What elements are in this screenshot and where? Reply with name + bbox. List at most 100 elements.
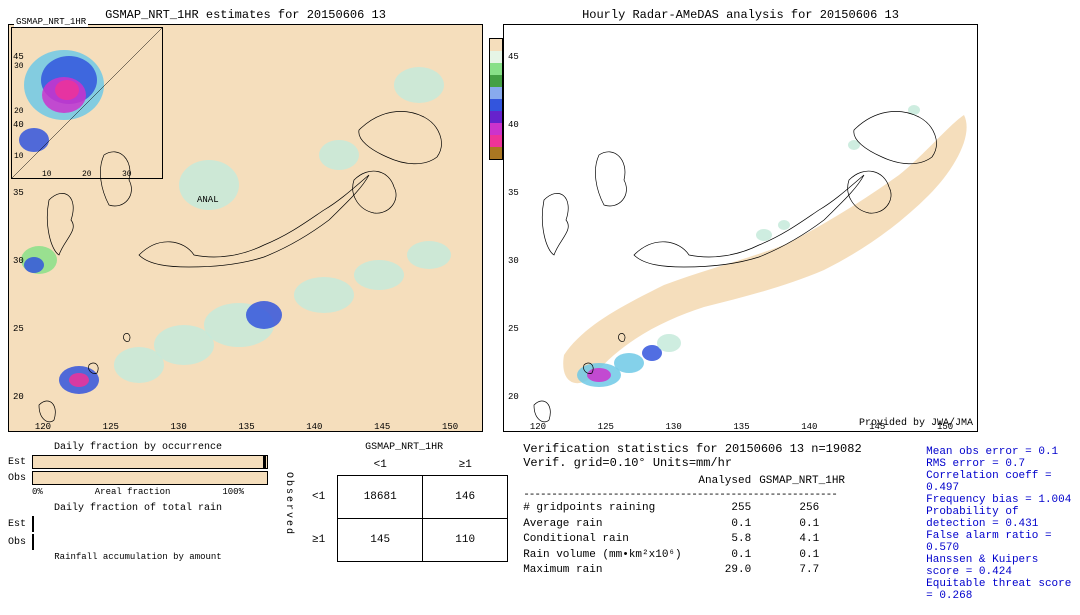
map2-panel: Hourly Radar-AMeDAS analysis for 2015060… (503, 8, 978, 432)
map2-title: Hourly Radar-AMeDAS analysis for 2015060… (503, 8, 978, 22)
legend-swatch (490, 99, 503, 111)
maps-row: GSMAP_NRT_1HR estimates for 20150606 13 … (8, 8, 1072, 432)
svg-text:20: 20 (14, 107, 24, 116)
est-label: Est (8, 457, 28, 468)
stats-row-label: Conditional rain (523, 532, 683, 547)
map2-provided: Provided by JWA/JMA (859, 418, 973, 429)
svg-text:125: 125 (598, 422, 614, 432)
stats-panel: Verification statistics for 20150606 13 … (523, 442, 1072, 602)
stats-left: Verification statistics for 20150606 13 … (523, 442, 906, 602)
bottom-row: Daily fraction by occurrence Est Obs 0% … (8, 442, 1072, 602)
legend-swatch (490, 135, 503, 147)
stats-row-label: Maximum rain (523, 563, 683, 578)
stats-col-header: GSMAP_NRT_1HR (759, 474, 819, 489)
svg-text:120: 120 (35, 422, 51, 432)
svg-text:45: 45 (508, 52, 519, 62)
frac-occur-title: Daily fraction by occurrence (8, 442, 268, 453)
svg-text:40: 40 (508, 120, 519, 130)
stats-col-header: Analysed (691, 474, 751, 489)
obs-label: Obs (8, 473, 28, 484)
svg-text:135: 135 (733, 422, 749, 432)
svg-text:25: 25 (13, 324, 24, 334)
stats-val: 5.8 (691, 532, 751, 547)
stats-rows: Analysed GSMAP_NRT_1HR-------------------… (523, 474, 906, 578)
svg-text:10: 10 (14, 152, 24, 161)
stats-row-label: Average rain (523, 517, 683, 532)
stats-metric: Frequency bias = 1.004 (926, 494, 1072, 506)
obs-label2: Obs (8, 537, 28, 548)
map1-inset-title: GSMAP_NRT_1HR (14, 17, 88, 27)
map1-box: 120125130135140145150202530354045 GSMAP_… (8, 24, 483, 432)
stats-metric: Equitable threat score = 0.268 (926, 578, 1072, 602)
svg-text:135: 135 (238, 422, 254, 432)
legend-swatch (490, 87, 503, 99)
cont-col-header: <1 (338, 455, 423, 476)
svg-text:35: 35 (508, 188, 519, 198)
stats-metric: False alarm ratio = 0.570 (926, 530, 1072, 554)
svg-text:20: 20 (13, 392, 24, 402)
stats-metrics: Mean obs error = 0.1RMS error = 0.7Corre… (926, 442, 1072, 602)
map2-svg: 120125130135140145150202530354045 (504, 25, 979, 433)
cont-row-header: ≥1 (300, 519, 338, 562)
svg-text:125: 125 (103, 422, 119, 432)
svg-text:30: 30 (13, 256, 24, 266)
scale-right: 100% (222, 487, 244, 497)
map1-inset: GSMAP_NRT_1HR 102030102030 (11, 27, 163, 179)
cont-cell: 110 (423, 519, 508, 562)
svg-text:140: 140 (801, 422, 817, 432)
svg-text:130: 130 (666, 422, 682, 432)
frac-obs-occur-row: Obs (8, 471, 268, 485)
cont-col-header: ≥1 (423, 455, 508, 476)
legend-swatch (490, 75, 503, 87)
stats-val: 255 (691, 501, 751, 516)
frac-obs-total-row: Obs (8, 534, 268, 550)
stats-val: 0.1 (759, 517, 819, 532)
legend-swatch (490, 51, 503, 63)
est-occur-bar (32, 455, 268, 469)
contingency-panel: Observed GSMAP_NRT_1HR <1≥1<118681146≥11… (283, 442, 508, 562)
svg-text:145: 145 (374, 422, 390, 432)
stats-metric: RMS error = 0.7 (926, 458, 1072, 470)
legend-swatch (490, 111, 503, 123)
cont-cell: 145 (338, 519, 423, 562)
legend-swatch (490, 123, 503, 135)
svg-text:20: 20 (82, 170, 92, 178)
legend-swatch (490, 39, 503, 51)
map1-panel: GSMAP_NRT_1HR estimates for 20150606 13 … (8, 8, 483, 432)
svg-text:130: 130 (171, 422, 187, 432)
cont-table-grid: <1≥1<118681146≥1145110 (300, 455, 508, 562)
svg-text:30: 30 (14, 62, 24, 71)
anal-label: ANAL (197, 195, 219, 205)
stats-metric: Hanssen & Kuipers score = 0.424 (926, 554, 1072, 578)
svg-text:10: 10 (42, 170, 52, 178)
cont-table: GSMAP_NRT_1HR <1≥1<118681146≥1145110 (300, 442, 508, 562)
stats-metric: Probability of detection = 0.431 (926, 506, 1072, 530)
fractions-panel: Daily fraction by occurrence Est Obs 0% … (8, 442, 268, 562)
svg-text:30: 30 (122, 170, 132, 178)
map2-box: 120125130135140145150202530354045 Provid… (503, 24, 978, 432)
stats-divider: ----------------------------------------… (523, 489, 906, 501)
frac-est-occur-row: Est (8, 455, 268, 469)
svg-text:35: 35 (13, 188, 24, 198)
svg-text:30: 30 (508, 256, 519, 266)
stats-row-label: Rain volume (mm•km²x10⁶) (523, 548, 683, 563)
cont-cell: 146 (423, 476, 508, 519)
stats-metric: Correlation coeff = 0.497 (926, 470, 1072, 494)
stats-val: 4.1 (759, 532, 819, 547)
frac-scale: 0% Areal fraction 100% (8, 487, 268, 497)
cont-cell: 18681 (338, 476, 423, 519)
frac-est-total-row: Est (8, 516, 268, 532)
frac-accum-title: Rainfall accumulation by amount (8, 552, 268, 562)
stats-title: Verification statistics for 20150606 13 … (523, 442, 906, 470)
scale-left: 0% (32, 487, 43, 497)
legend-swatch (490, 63, 503, 75)
stats-row-label: # gridpoints raining (523, 501, 683, 516)
est-label2: Est (8, 519, 28, 530)
svg-text:150: 150 (442, 422, 458, 432)
legend-swatch (490, 147, 503, 159)
scale-mid: Areal fraction (95, 487, 171, 497)
obs-occur-bar (32, 471, 268, 485)
obs-total-bar (32, 534, 34, 550)
cont-title: GSMAP_NRT_1HR (300, 442, 508, 453)
cont-row-header: <1 (300, 476, 338, 519)
